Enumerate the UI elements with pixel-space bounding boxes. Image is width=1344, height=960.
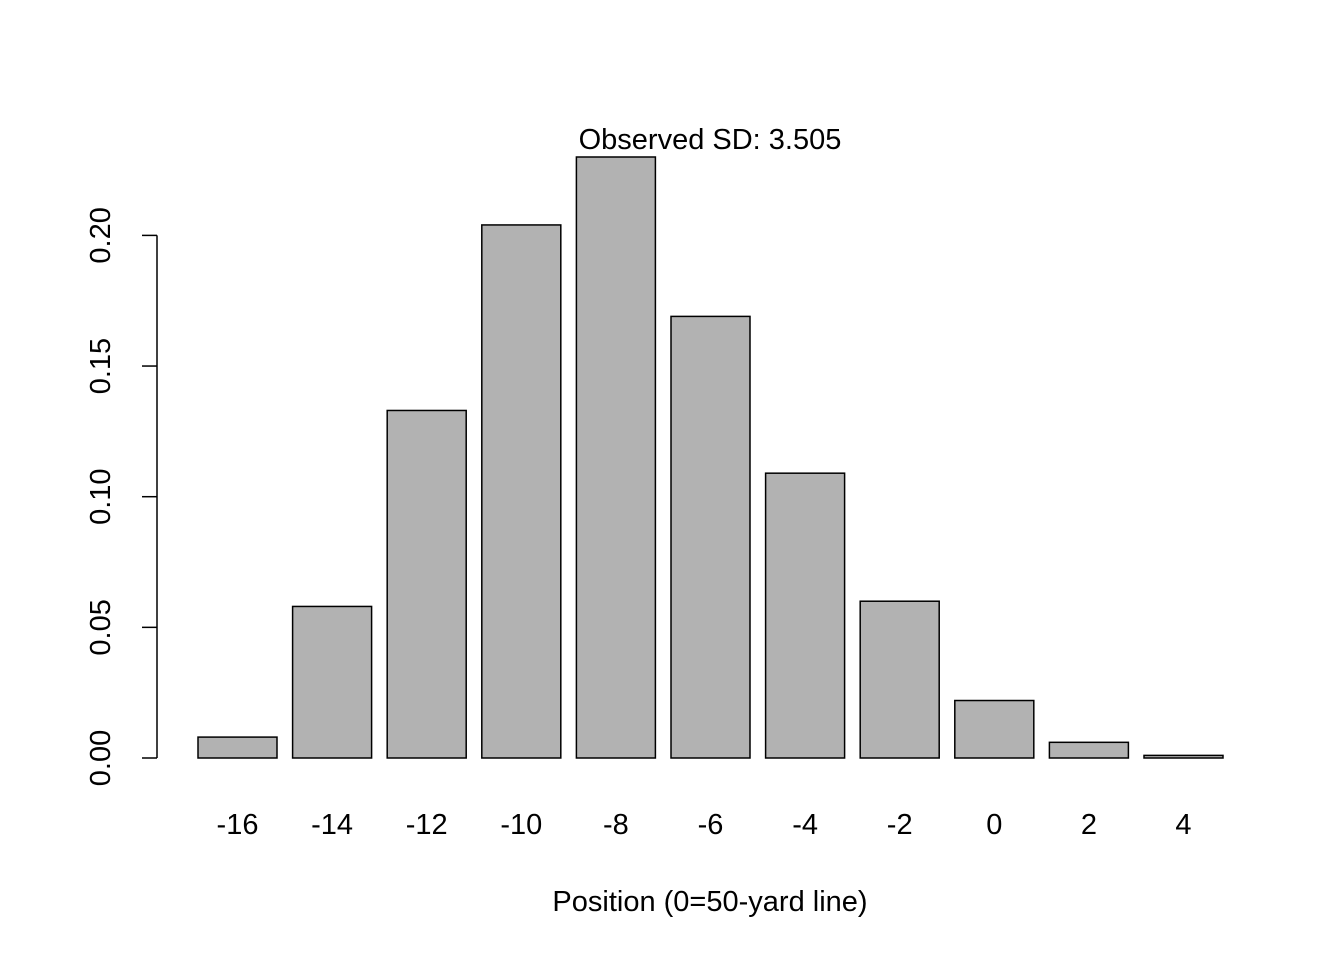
bar [575, 156, 657, 759]
y-tick-label: 0.05 [85, 599, 117, 655]
bar [386, 409, 467, 759]
bar [764, 472, 846, 759]
bar [954, 699, 1035, 759]
x-tick-label: -10 [500, 809, 542, 841]
x-tick-label: 0 [986, 809, 1002, 841]
x-tick-label: -16 [217, 809, 259, 841]
x-tick-label: -12 [406, 809, 448, 841]
y-tick-label: 0.20 [85, 207, 117, 263]
x-tick-labels: -16 -14 -12 -10 -8 -6 -4 -2 0 2 4 [217, 809, 1192, 841]
x-tick-label: -14 [311, 809, 353, 841]
bar [859, 600, 940, 759]
chart-title: Observed SD: 3.505 [579, 124, 842, 156]
bar [481, 224, 562, 759]
y-axis: 0.00 0.05 0.10 0.15 0.20 [85, 207, 158, 786]
bar [291, 605, 373, 759]
x-axis-label: Position (0=50-yard line) [552, 886, 867, 918]
x-tick-label: -2 [887, 809, 913, 841]
y-tick-label: 0.00 [85, 730, 117, 786]
x-tick-label: 2 [1081, 809, 1097, 841]
x-tick-label: -6 [698, 809, 724, 841]
x-tick-label: -4 [792, 809, 818, 841]
bar [1143, 754, 1224, 759]
x-tick-label: 4 [1175, 809, 1191, 841]
bar [670, 315, 751, 759]
x-tick-label: -8 [603, 809, 629, 841]
y-tick-label: 0.15 [85, 338, 117, 394]
y-tick-label: 0.10 [85, 468, 117, 524]
bar [1048, 741, 1130, 759]
bars [197, 156, 1224, 759]
bar [197, 736, 278, 759]
